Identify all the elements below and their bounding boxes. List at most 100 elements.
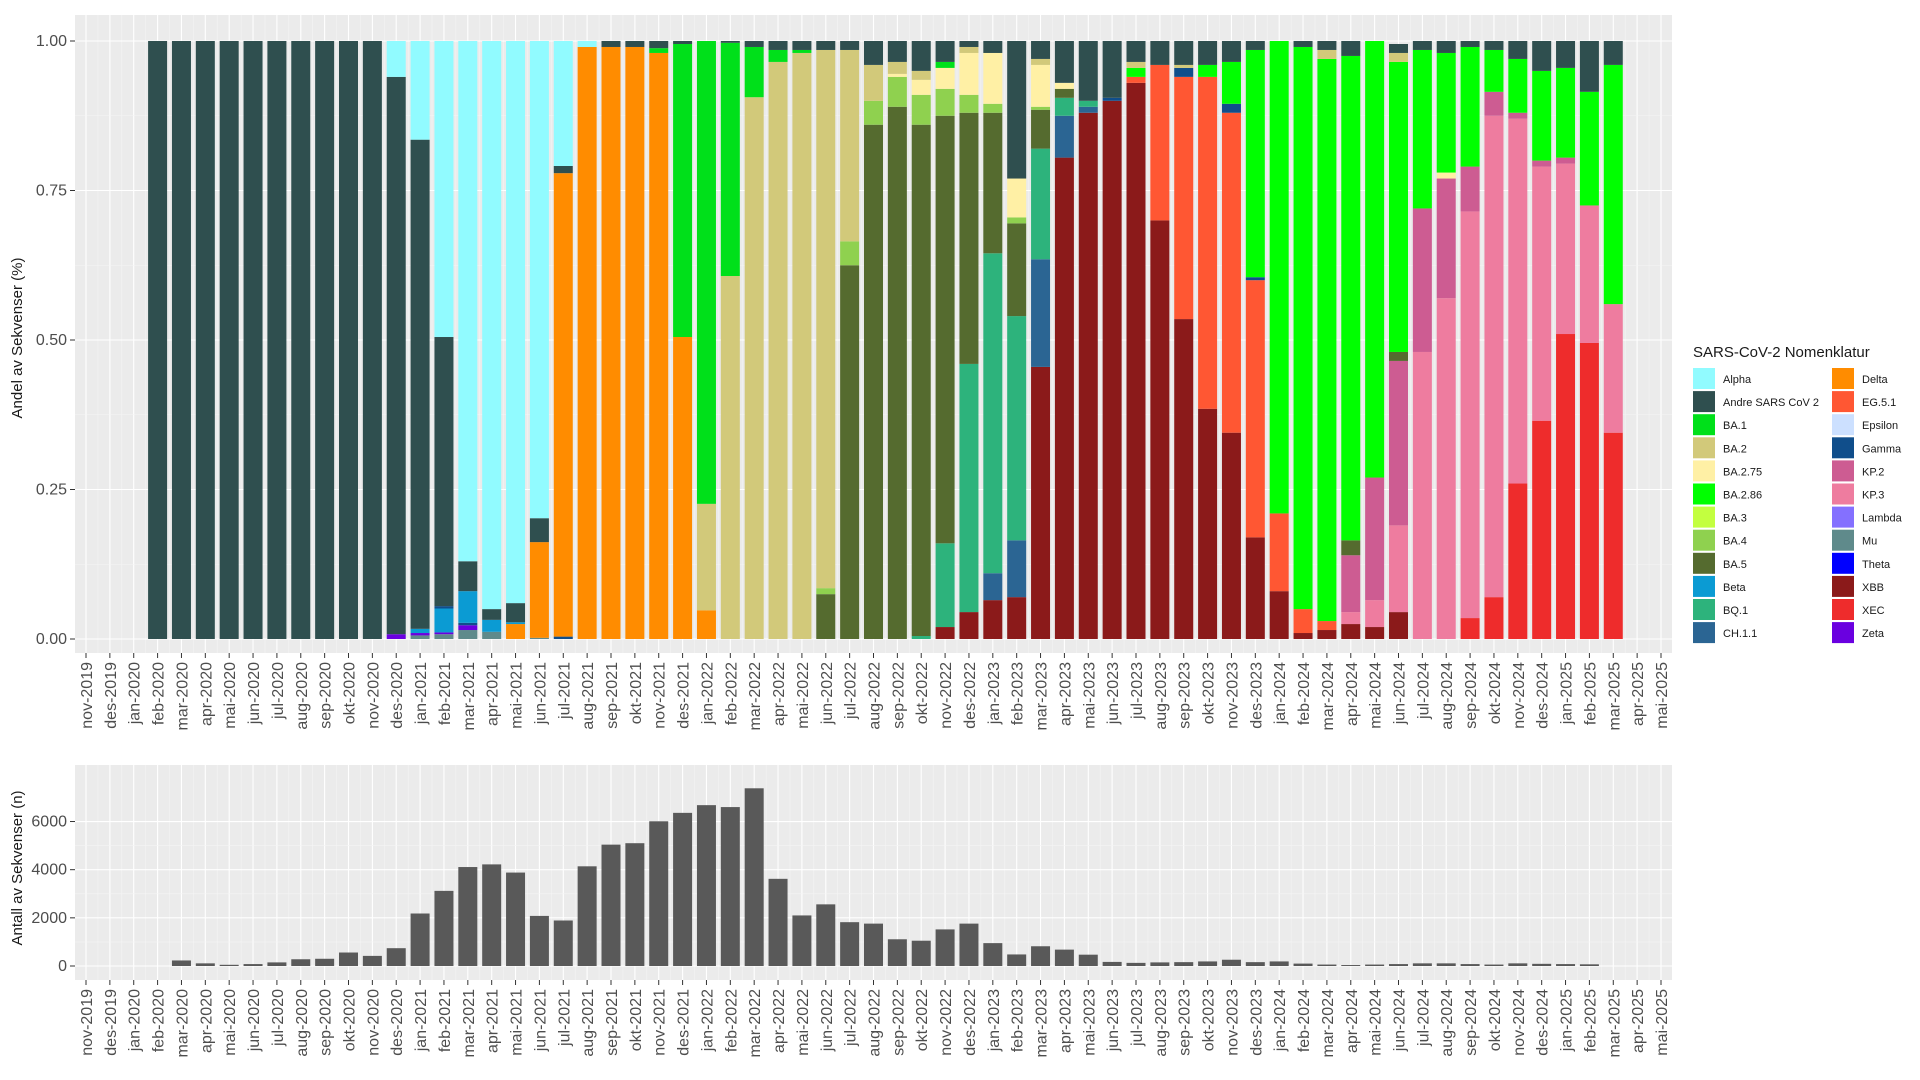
bottom-x-tick-label: jan-2025 [1559, 989, 1576, 1052]
top-x-tick-label: feb-2022 [723, 662, 740, 725]
top-bar-segment [1508, 118, 1528, 484]
top-bar-segment [792, 49, 812, 53]
top-x-tick-label: okt-2022 [914, 662, 931, 724]
bottom-bar [434, 890, 454, 966]
bottom-bar [1556, 964, 1576, 966]
top-bar-segment [577, 41, 597, 47]
top-bar-segment [1007, 540, 1027, 598]
top-bar-segment [1198, 76, 1218, 409]
top-x-tick-label: jan-2020 [127, 662, 144, 725]
top-bar-segment [744, 97, 764, 640]
top-bar-segment [1054, 82, 1074, 89]
top-bar-segment [1007, 217, 1027, 224]
top-x-tick-label: des-2022 [962, 662, 979, 729]
bottom-x-tick-label: mar-2024 [1320, 989, 1337, 1058]
bottom-x-tick-label: aug-2023 [1153, 989, 1170, 1057]
top-bar-segment [649, 52, 669, 639]
top-bar-segment [935, 67, 955, 89]
legend-key [1832, 552, 1854, 574]
bottom-bar [1436, 963, 1456, 966]
top-bar-segment [1603, 64, 1623, 305]
bottom-bar [219, 964, 239, 966]
top-bar-segment [959, 52, 979, 95]
bottom-bar [1054, 949, 1074, 966]
legend-key [1693, 506, 1715, 528]
bottom-x-tick-label: feb-2025 [1582, 989, 1599, 1052]
bottom-x-tick-label: nov-2020 [365, 989, 382, 1056]
top-x-tick-label: feb-2021 [437, 662, 454, 725]
top-x-tick-label: mai-2025 [1654, 662, 1671, 729]
top-bar-segment [1365, 41, 1385, 478]
bottom-x-tick-label: jun-2023 [1105, 989, 1122, 1052]
top-bar-segment [1245, 537, 1265, 639]
top-bar-segment [458, 591, 478, 623]
legend-label: EG.5.1 [1862, 397, 1896, 409]
bottom-bar [983, 943, 1003, 966]
top-bar-segment [816, 594, 836, 639]
top-bar-segment [1603, 304, 1623, 433]
top-x-tick-label: aug-2022 [867, 662, 884, 730]
top-bar-segment [386, 41, 406, 77]
top-bar-segment [864, 64, 883, 101]
bottom-bar [1460, 964, 1480, 966]
top-bar-segment [1436, 172, 1456, 179]
top-bar-segment [1508, 112, 1528, 119]
top-x-tick-label: mar-2020 [174, 662, 191, 731]
top-bar-segment [1221, 112, 1241, 433]
bottom-bar [1269, 961, 1289, 966]
bottom-x-tick-label: jun-2022 [819, 989, 836, 1052]
bottom-x-tick-label: nov-2021 [652, 989, 669, 1056]
top-bar-segment [195, 41, 215, 639]
top-bar-segment [1054, 97, 1074, 116]
legend-label: BQ.1 [1723, 605, 1748, 617]
top-bar-segment [458, 41, 478, 562]
bottom-x-tick-label: jul-2020 [270, 989, 287, 1047]
top-bar-segment [1341, 612, 1361, 625]
legend-key [1832, 414, 1854, 436]
top-bar-segment [792, 41, 812, 50]
top-x-tick-label: des-2023 [1248, 662, 1265, 729]
top-x-tick-label: feb-2023 [1010, 662, 1027, 725]
bottom-bar [529, 915, 549, 966]
top-bar-segment [1389, 525, 1408, 613]
top-bar-segment [1579, 41, 1599, 92]
top-bar-segment [959, 41, 979, 47]
legend-label: BA.2.75 [1723, 466, 1762, 478]
legend-label: BA.2 [1723, 443, 1747, 455]
legend-key [1832, 368, 1854, 389]
bottom-bar [362, 955, 382, 966]
top-x-tick-label: feb-2025 [1582, 662, 1599, 725]
top-x-tick-label: mai-2021 [509, 662, 526, 729]
top-bar-segment [1293, 41, 1313, 47]
top-bar-segment [1293, 46, 1313, 610]
bottom-bar [1007, 954, 1027, 966]
top-x-tick-label: aug-2021 [580, 662, 597, 730]
top-x-tick-label: okt-2024 [1487, 662, 1504, 724]
top-bar-segment [1341, 41, 1361, 56]
bottom-x-tick-label: aug-2022 [867, 989, 884, 1057]
top-bar-segment [1389, 612, 1408, 639]
legend-key [1832, 391, 1854, 413]
top-bar-segment [1126, 41, 1146, 62]
top-bar-segment [1389, 52, 1408, 62]
top-bar-segment [553, 636, 573, 639]
top-bar-segment [1412, 41, 1432, 50]
top-bar-segment [1317, 58, 1337, 622]
top-bar-segment [1484, 41, 1504, 50]
top-bar-segment [840, 265, 860, 639]
top-x-tick-label: nov-2024 [1511, 662, 1528, 729]
top-bar-segment [1198, 41, 1218, 65]
top-bar-segment [1508, 41, 1528, 59]
bottom-x-tick-label: apr-2020 [198, 989, 215, 1053]
top-bar-segment [768, 49, 788, 62]
top-bar-segment [506, 603, 526, 623]
legend-label: Lambda [1862, 513, 1903, 525]
bottom-x-tick-label: apr-2021 [485, 989, 502, 1053]
top-bar-segment [1031, 41, 1051, 59]
top-bar-segment [1007, 316, 1027, 541]
top-bar-segment [1556, 41, 1576, 68]
top-bar-segment [1031, 58, 1051, 65]
top-bar-segment [887, 73, 907, 77]
legend-title: SARS-CoV-2 Nomenklatur [1693, 344, 1870, 361]
